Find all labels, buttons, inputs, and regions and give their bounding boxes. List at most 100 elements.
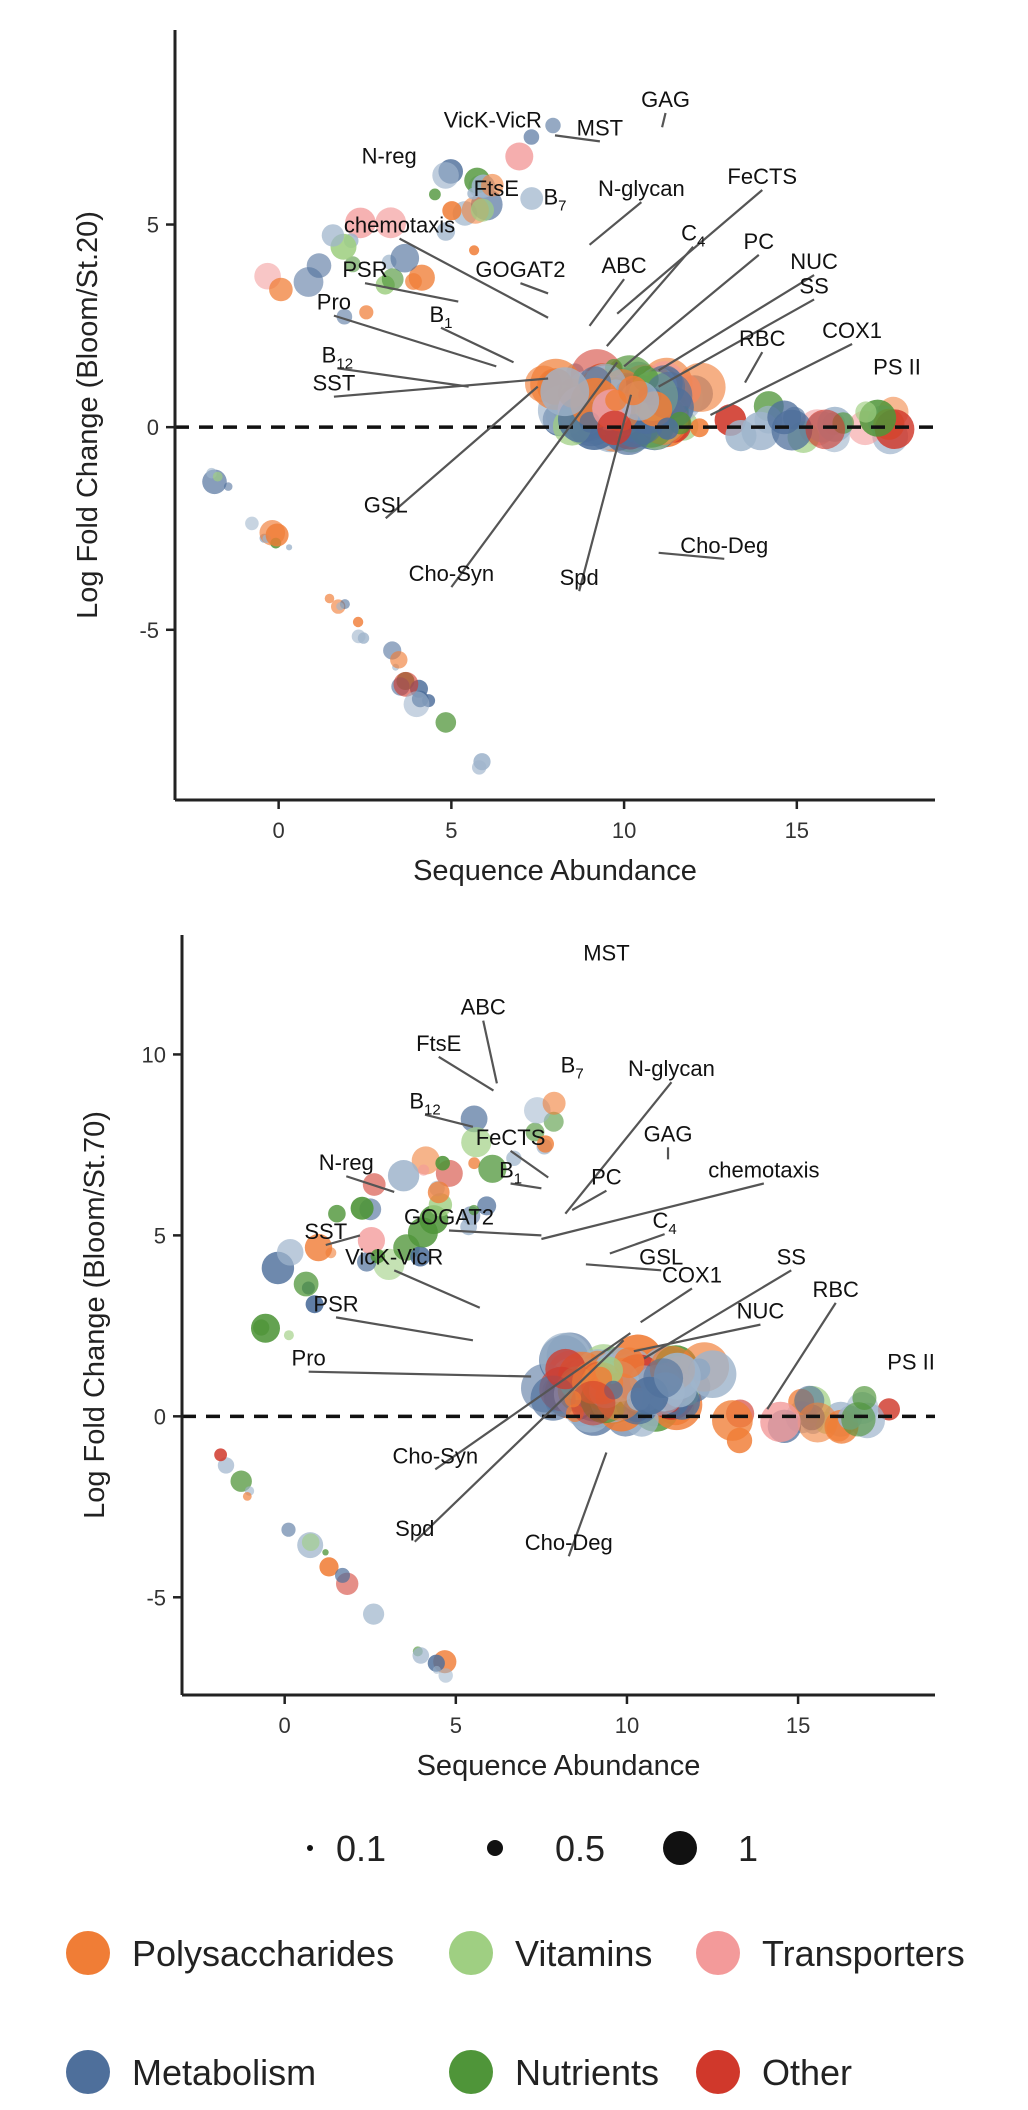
scatter-point bbox=[403, 691, 430, 718]
scatter-point bbox=[461, 1127, 492, 1158]
scatter-point bbox=[760, 1401, 801, 1443]
scatter-point bbox=[352, 616, 364, 628]
point-label: B7 bbox=[561, 1053, 584, 1083]
point-label: FtsE bbox=[474, 176, 519, 201]
scatter-point bbox=[351, 629, 366, 644]
point-label: GSL bbox=[639, 1244, 683, 1269]
scatter-point bbox=[436, 222, 456, 241]
scatter-point bbox=[690, 418, 709, 438]
x-tick-label: 5 bbox=[450, 1713, 462, 1738]
point-label: PC bbox=[591, 1165, 622, 1190]
point-cloud bbox=[202, 117, 915, 775]
scatter-panel-bottom: 0 5 10 15 10 5 0 -5 Sequence Abundance Log Fold C… bbox=[79, 935, 935, 1782]
category-legend-label: Other bbox=[762, 2052, 852, 2093]
scatter-point bbox=[442, 201, 462, 221]
x-tick-label: 0 bbox=[273, 818, 285, 843]
category-legend-marker bbox=[66, 1931, 110, 1975]
scatter-point bbox=[540, 367, 590, 417]
scatter-point bbox=[345, 207, 376, 239]
point-label: SS bbox=[777, 1244, 806, 1269]
label-leader-line bbox=[564, 1081, 673, 1215]
label-leader-line bbox=[308, 1370, 532, 1378]
label-leader-line bbox=[333, 377, 549, 398]
label-leader-line bbox=[413, 1339, 625, 1543]
scatter-point bbox=[505, 142, 534, 171]
category-legend-label: Vitamins bbox=[515, 1933, 652, 1974]
y-tick-label: 0 bbox=[154, 1404, 166, 1429]
point-label: RBC bbox=[813, 1277, 860, 1302]
scatter-point bbox=[245, 516, 259, 531]
label-leader-line bbox=[633, 1323, 761, 1353]
label-leader-line bbox=[609, 1233, 665, 1255]
scatter-point bbox=[253, 1319, 270, 1336]
scatter-point bbox=[805, 409, 846, 450]
point-label: Cho-Syn bbox=[409, 561, 495, 586]
category-legend-marker bbox=[449, 1931, 493, 1975]
size-legend-label: 1 bbox=[738, 1828, 758, 1869]
category-legend-marker bbox=[696, 1931, 740, 1975]
x-tick-label: 5 bbox=[445, 818, 457, 843]
point-label: COX1 bbox=[662, 1262, 722, 1287]
x-tick-label: 10 bbox=[615, 1713, 639, 1738]
label-leader-line bbox=[333, 314, 497, 368]
scatter-point bbox=[390, 243, 420, 273]
point-label: Spd bbox=[560, 565, 599, 590]
scatter-point bbox=[520, 187, 544, 210]
point-label: Cho-Syn bbox=[392, 1443, 478, 1468]
point-label: GOGAT2 bbox=[475, 257, 565, 282]
point-label: SS bbox=[799, 273, 828, 298]
scatter-point bbox=[564, 1390, 582, 1408]
scatter-point bbox=[304, 1233, 333, 1262]
x-tick-label: 15 bbox=[785, 818, 809, 843]
point-label: N-reg bbox=[362, 144, 417, 169]
scatter-point bbox=[418, 1164, 430, 1176]
scatter-point bbox=[468, 1157, 481, 1170]
scatter-point bbox=[321, 224, 345, 247]
label-leader-line bbox=[450, 361, 619, 588]
scatter-point bbox=[390, 651, 408, 669]
scatter-point bbox=[286, 544, 293, 551]
point-label: MST bbox=[583, 940, 629, 965]
scatter-point bbox=[370, 1249, 385, 1264]
scatter-point bbox=[393, 671, 419, 697]
point-label: GOGAT2 bbox=[404, 1205, 494, 1230]
scatter-panel-top: 0 5 10 15 5 0 -5 Sequence Abundance Log Fold Cha… bbox=[72, 30, 935, 887]
point-label: RBC bbox=[739, 326, 786, 351]
y-tick-label: 0 bbox=[147, 415, 159, 440]
point-label: B12 bbox=[322, 342, 353, 372]
category-legend: Polysaccharides Vitamins Transporters Metab… bbox=[66, 1931, 965, 2094]
scatter-point bbox=[217, 1457, 235, 1474]
label-leader-line bbox=[571, 1189, 607, 1212]
scatter-point bbox=[301, 1533, 320, 1551]
scatter-point bbox=[336, 602, 345, 611]
scatter-point bbox=[643, 1358, 684, 1398]
size-legend-marker bbox=[487, 1840, 503, 1856]
scatter-point bbox=[410, 1246, 431, 1267]
category-legend-marker bbox=[66, 2050, 110, 2094]
point-label: C4 bbox=[681, 221, 705, 251]
label-leader-line bbox=[448, 1229, 542, 1237]
scatter-point bbox=[855, 401, 877, 423]
point-label: FtsE bbox=[416, 1031, 461, 1056]
scatter-point bbox=[325, 1247, 337, 1259]
category-legend-label: Transporters bbox=[762, 1933, 965, 1974]
x-tick-label: 10 bbox=[612, 818, 636, 843]
point-label: FeCTS bbox=[727, 164, 797, 189]
point-label: PS II bbox=[887, 1349, 935, 1374]
point-label: NUC bbox=[737, 1299, 785, 1324]
point-label: N-glycan bbox=[598, 176, 685, 201]
scatter-point bbox=[852, 1386, 877, 1410]
scatter-point bbox=[429, 188, 441, 201]
label-leader-line bbox=[585, 1263, 662, 1272]
scatter-point bbox=[212, 471, 223, 482]
point-label: VicK-VicR bbox=[444, 107, 542, 132]
scatter-point bbox=[427, 1654, 445, 1672]
point-label: B7 bbox=[543, 184, 566, 214]
scatter-point bbox=[797, 1402, 838, 1443]
scatter-point bbox=[306, 253, 332, 278]
scatter-point bbox=[725, 420, 757, 452]
scatter-point bbox=[726, 1427, 753, 1454]
scatter-point bbox=[432, 1665, 441, 1674]
point-label: Pro bbox=[317, 290, 351, 315]
